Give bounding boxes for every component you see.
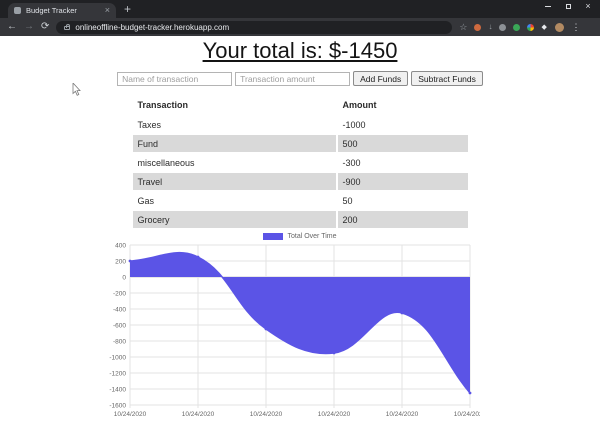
transaction-column-header: Transaction	[137, 100, 189, 110]
browser-tab[interactable]: Budget Tracker ×	[8, 3, 116, 18]
window-minimize-button[interactable]	[538, 0, 558, 12]
data-point[interactable]	[128, 259, 132, 263]
browser-menu-icon[interactable]: ⋮	[571, 21, 581, 32]
y-tick-label: -400	[113, 306, 126, 313]
extension-icon[interactable]	[474, 23, 482, 31]
transaction-name-cell: Travel	[132, 173, 336, 190]
legend-label: Total Over Time	[287, 232, 337, 240]
transaction-name-cell: Grocery	[132, 211, 336, 228]
refresh-icon[interactable]: ⟳	[41, 21, 50, 32]
x-tick-label: 10/24/2020	[114, 411, 147, 418]
transaction-name-cell: Fund	[132, 135, 336, 152]
transaction-form: Add Funds Subtract Funds	[0, 71, 600, 86]
y-tick-label: 200	[115, 258, 126, 265]
mouse-cursor	[72, 83, 81, 96]
window-maximize-button[interactable]	[558, 0, 578, 12]
table-row: Gas 50	[133, 192, 468, 209]
data-point[interactable]	[264, 327, 268, 331]
transaction-name-cell: Taxes	[137, 119, 162, 130]
transaction-amount-cell: -300	[342, 157, 361, 168]
table-row: Travel -900	[132, 173, 468, 190]
y-tick-label: -1200	[109, 370, 126, 377]
amount-column-header: Amount	[342, 100, 377, 110]
profile-avatar[interactable]	[555, 22, 565, 32]
table-row: Fund 500	[132, 135, 468, 152]
extension-icon[interactable]	[513, 23, 521, 31]
tab-title: Budget Tracker	[26, 6, 77, 15]
address-bar[interactable]: onlineoffline-budget-tracker.herokuapp.c…	[56, 20, 453, 34]
page-title: Your total is: $-1450	[202, 38, 398, 63]
y-tick-label: -1000	[109, 354, 126, 361]
transaction-name-cell: miscellaneous	[137, 157, 195, 168]
transaction-amount-cell: -900	[337, 173, 468, 190]
transaction-amount-cell: 500	[337, 135, 468, 152]
table-row: miscellaneous -300	[133, 154, 468, 171]
x-tick-label: 10/24/2020	[386, 411, 419, 418]
tab-close-icon[interactable]: ×	[104, 5, 110, 15]
x-tick-label: 10/24/2020	[454, 411, 480, 418]
x-tick-label: 10/24/2020	[318, 411, 351, 418]
new-tab-button[interactable]: +	[124, 2, 132, 16]
transaction-amount-cell: 200	[337, 211, 468, 228]
table-row: Taxes -1000	[133, 116, 468, 133]
chart-canvas[interactable]: 400 200 0 -200 -400 -600 -800 -1000 -1200 -1400 -1…	[105, 240, 480, 418]
extension-icon[interactable]	[527, 23, 535, 31]
extensions-pin-icon[interactable]: ◆	[541, 23, 547, 31]
browser-tab-strip: Budget Tracker × + ×	[0, 0, 600, 18]
legend-swatch	[263, 232, 284, 240]
table-row: Grocery 200	[132, 211, 468, 228]
x-tick-label: 10/24/2020	[250, 411, 283, 418]
transaction-amount-cell: -1000	[342, 119, 366, 130]
y-tick-label: -800	[113, 338, 126, 345]
url-text: onlineoffline-budget-tracker.herokuapp.c…	[75, 22, 230, 32]
extension-icon[interactable]	[499, 23, 507, 31]
data-point[interactable]	[196, 255, 200, 259]
transactions-table: Transaction Amount Taxes -1000 Fund 500 misc…	[131, 94, 470, 230]
maximize-icon	[565, 3, 571, 9]
add-funds-button[interactable]: Add Funds	[353, 71, 409, 86]
window-close-button[interactable]: ×	[585, 0, 591, 11]
transaction-amount-cell: 50	[342, 195, 353, 206]
tab-favicon-icon	[14, 7, 21, 14]
bookmark-star-icon[interactable]: ☆	[459, 21, 468, 32]
total-over-time-chart[interactable]: 400 200 0 -200 -400 -600 -800 -1000 -1200 -1400 -1…	[105, 240, 480, 418]
y-tick-label: -1600	[109, 402, 126, 409]
transaction-name-cell: Gas	[137, 195, 155, 206]
y-tick-label: -1400	[109, 386, 126, 393]
y-tick-label: 400	[115, 242, 126, 249]
subtract-funds-button[interactable]: Subtract Funds	[411, 71, 483, 86]
transactions-body: Taxes -1000 Fund 500 miscellaneous -300 Travel…	[132, 116, 468, 228]
transaction-name-input[interactable]	[117, 71, 233, 86]
window-controls: ×	[538, 0, 598, 12]
area-fill	[130, 252, 470, 393]
minimize-icon	[545, 5, 551, 7]
page-content: Your total is: $-1450 Add Funds Subtract…	[0, 36, 600, 425]
forward-icon[interactable]: →	[24, 21, 34, 32]
table-header-row: Transaction Amount	[133, 96, 468, 114]
back-icon[interactable]: ←	[7, 21, 17, 32]
browser-toolbar: ← → ⟳ onlineoffline-budget-tracker.herok…	[0, 18, 600, 36]
x-tick-label: 10/24/2020	[182, 411, 215, 418]
data-point[interactable]	[400, 311, 404, 315]
data-point[interactable]	[468, 391, 472, 395]
download-extension-icon[interactable]: ↓	[488, 22, 493, 31]
data-point[interactable]	[332, 351, 336, 355]
transaction-amount-input[interactable]	[235, 71, 351, 86]
y-tick-label: -200	[113, 290, 126, 297]
y-tick-label: 0	[122, 274, 126, 281]
lock-icon	[64, 24, 71, 30]
y-tick-label: -600	[113, 322, 126, 329]
chart-legend[interactable]: Total Over Time	[0, 232, 600, 240]
